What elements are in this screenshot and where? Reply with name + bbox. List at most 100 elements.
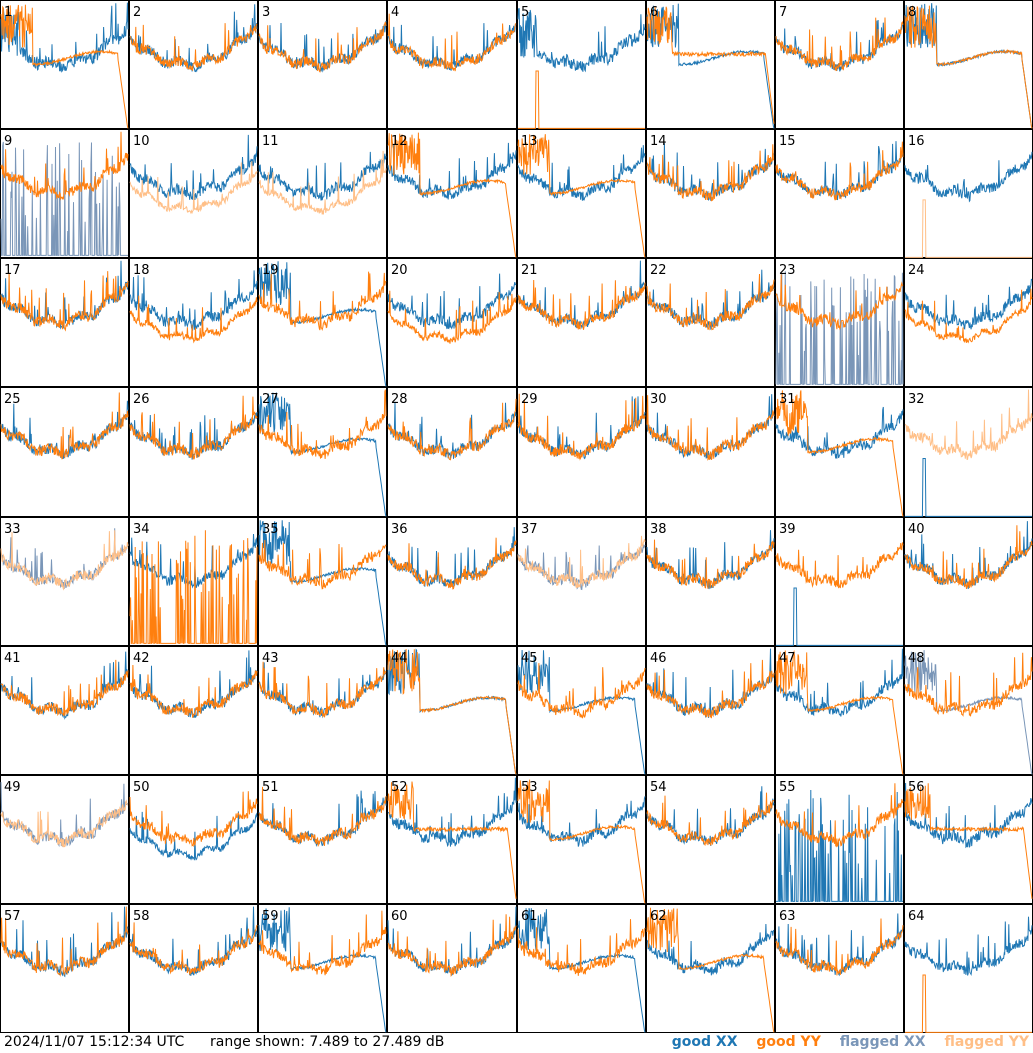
tile-31: 31 xyxy=(775,387,904,517)
tile-20: 20 xyxy=(387,258,517,387)
tile-63: 63 xyxy=(775,904,904,1033)
series-yy-line xyxy=(387,13,517,72)
timestamp: 2024/11/07 15:12:34 UTC xyxy=(4,1034,185,1050)
series-yy-line xyxy=(518,70,645,129)
series-yy-line xyxy=(258,661,387,718)
series-yy-line xyxy=(905,199,1032,258)
tile-23: 23 xyxy=(775,258,904,387)
series-yy-line xyxy=(517,535,646,589)
series-xx-line xyxy=(129,533,258,589)
series-yy-line xyxy=(646,792,774,847)
series-yy-line xyxy=(904,5,1033,129)
series-yy-line xyxy=(387,398,517,461)
tile-label: 43 xyxy=(262,651,279,666)
series-yy-line xyxy=(646,395,775,461)
tile-label: 57 xyxy=(4,909,21,924)
series-yy-line xyxy=(904,389,1033,461)
tile-15: 15 xyxy=(775,129,904,258)
series-xx-line xyxy=(258,151,387,201)
series-yy-line xyxy=(775,274,904,331)
series-xx-line xyxy=(258,907,387,1033)
tile-17: 17 xyxy=(0,258,129,387)
tile-label: 33 xyxy=(4,522,21,537)
series-yy-line xyxy=(387,537,517,590)
tile-43: 43 xyxy=(258,646,387,775)
tile-label: 56 xyxy=(908,780,925,795)
tile-53: 53 xyxy=(517,775,646,904)
series-xx-line xyxy=(646,923,775,976)
tile-2: 2 xyxy=(129,0,258,129)
tile-label: 44 xyxy=(391,651,408,666)
series-xx-line xyxy=(517,8,646,73)
tile-40: 40 xyxy=(904,517,1033,646)
tile-frame xyxy=(775,646,904,775)
series-xx-line xyxy=(775,271,904,385)
tile-label: 20 xyxy=(391,263,408,278)
series-yy-line xyxy=(258,539,387,590)
tile-label: 26 xyxy=(133,392,150,407)
series-yy-line xyxy=(517,134,646,258)
series-yy-line xyxy=(258,910,387,976)
tile-label: 32 xyxy=(908,392,925,407)
series-yy-line xyxy=(129,395,258,460)
series-yy-line xyxy=(129,161,258,215)
tile-label: 3 xyxy=(262,5,270,20)
tile-49: 49 xyxy=(0,775,129,904)
series-xx-line xyxy=(258,790,387,847)
tile-label: 63 xyxy=(779,909,796,924)
tile-61: 61 xyxy=(517,904,646,1033)
series-yy-line xyxy=(517,663,646,719)
series-yy-line xyxy=(904,525,1033,589)
tile-label: 24 xyxy=(908,263,925,278)
tile-37: 37 xyxy=(517,517,646,646)
tile-label: 16 xyxy=(908,134,925,149)
series-yy-line xyxy=(387,132,517,258)
tile-21: 21 xyxy=(517,258,646,387)
tile-14: 14 xyxy=(646,129,775,258)
series-xx-line xyxy=(387,648,517,775)
series-xx-line xyxy=(0,2,129,73)
tile-frame xyxy=(387,258,517,387)
tile-56: 56 xyxy=(904,775,1033,904)
tile-16: 16 xyxy=(904,129,1033,258)
tile-27: 27 xyxy=(258,387,387,517)
series-yy-line xyxy=(517,779,646,904)
tile-11: 11 xyxy=(258,129,387,258)
tile-12: 12 xyxy=(387,129,517,258)
tile-55: 55 xyxy=(775,775,904,904)
tile-5: 5 xyxy=(517,0,646,129)
series-yy-line xyxy=(0,659,129,717)
tile-label: 7 xyxy=(779,5,787,20)
series-yy-line xyxy=(129,23,258,71)
series-xx-line xyxy=(517,260,646,330)
series-yy-line xyxy=(258,271,387,332)
series-yy-line xyxy=(258,150,387,215)
tile-18: 18 xyxy=(129,258,258,387)
tile-label: 29 xyxy=(521,392,538,407)
tile-label: 52 xyxy=(391,780,408,795)
series-yy-line xyxy=(904,783,1033,899)
tile-30: 30 xyxy=(646,387,775,517)
series-yy-line xyxy=(129,664,258,718)
tile-label: 60 xyxy=(391,909,408,924)
tile-label: 61 xyxy=(521,909,538,924)
tile-7: 7 xyxy=(775,0,904,129)
tile-26: 26 xyxy=(129,387,258,517)
series-yy-line xyxy=(129,791,258,848)
tile-label: 28 xyxy=(391,392,408,407)
tile-24: 24 xyxy=(904,258,1033,387)
tile-6: 6 xyxy=(646,0,775,129)
series-xx-line xyxy=(387,273,517,330)
tile-label: 12 xyxy=(391,134,408,149)
tile-4: 4 xyxy=(387,0,517,129)
tile-label: 8 xyxy=(908,5,916,20)
tile-label: 53 xyxy=(521,780,538,795)
series-yy-line xyxy=(387,649,517,775)
series-yy-line xyxy=(387,290,517,344)
series-xx-line xyxy=(517,796,646,847)
series-yy-line xyxy=(646,539,775,589)
tile-frame xyxy=(775,904,904,1033)
tile-label: 46 xyxy=(650,651,667,666)
tile-label: 10 xyxy=(133,134,150,149)
